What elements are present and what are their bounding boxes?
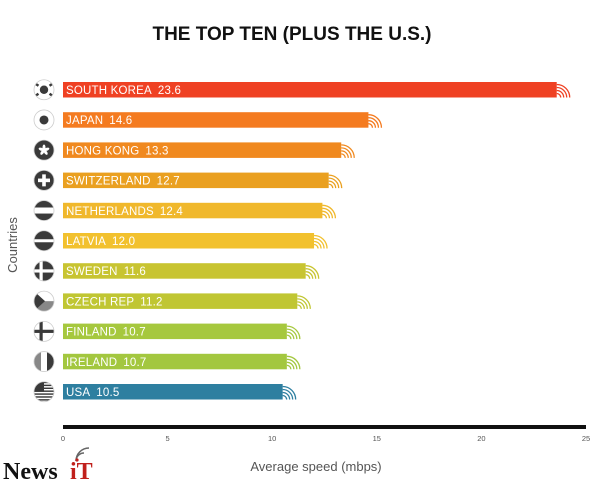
signal-icon [286,325,301,340]
signal-icon [556,83,571,98]
latvia-flag-icon [33,230,55,252]
category-label: SWITZERLAND [66,176,151,188]
netherlands-flag-icon [33,200,55,221]
x-tick-label: 10 [268,434,276,443]
bar-label: CZECH REP 11.2 [66,296,163,308]
y-axis-label: Countries [5,217,20,273]
x-axis-line [63,425,586,429]
usa-flag-icon [33,381,55,403]
value-label: 12.0 [112,236,135,248]
bar-label: LATVIA 12.0 [66,236,135,248]
bar [63,112,369,128]
signal-icon [282,385,297,400]
bar [63,172,329,189]
bar-row: SOUTH KOREA 23.6 [63,82,571,98]
bar-row: NETHERLANDS 12.4 [63,202,337,219]
x-axis-ticks: 0 5 10 15 20 25 [61,434,590,443]
bar-row: IRELAND 10.7 [63,353,301,370]
czech-republic-flag-icon [33,290,55,312]
bar-row: LATVIA 12.0 [63,233,328,249]
switzerland-flag-icon [33,169,55,191]
ireland-flag-icon [33,351,55,372]
bar-row: HONG KONG 13.3 [63,142,355,159]
bar-label: JAPAN 14.6 [66,115,132,127]
value-label: 13.3 [145,145,168,157]
logo-news-text: News [3,459,58,484]
signal-icon [313,234,328,249]
bars-layer: SOUTH KOREA 23.6 JAPAN 14.6 HONG KONG 13.3 SWI… [63,82,571,400]
bar [63,142,342,158]
category-label: USA [66,387,90,399]
bar [63,293,298,309]
signal-icon [286,355,301,370]
bar-row: FINLAND 10.7 [63,323,301,340]
category-label: IRELAND [66,357,117,369]
value-label: 11.2 [140,296,162,308]
signal-icon [305,265,320,279]
signal-icon [328,174,343,189]
bar-label: IRELAND 10.7 [66,357,146,369]
value-label: 11.6 [124,266,146,278]
value-label: 23.6 [158,85,181,97]
bar [63,263,306,279]
newsit-logo: News iT [3,447,93,484]
bar-label: USA 10.5 [66,387,119,399]
value-label: 10.7 [123,327,146,339]
x-tick-label: 0 [61,434,65,443]
japan-flag-icon [33,109,55,131]
logo-it-text: iT [70,459,93,484]
bar [63,384,283,400]
bar-row: CZECH REP 11.2 [63,293,311,310]
bar-label: SWEDEN 11.6 [66,266,146,278]
bar-label: SOUTH KOREA 23.6 [66,85,181,97]
value-label: 12.4 [160,206,184,218]
bar [63,323,287,340]
bar-label: FINLAND 10.7 [66,327,146,339]
signal-icon [322,204,337,219]
value-label: 14.6 [109,115,132,127]
south-korea-flag-icon [33,79,55,101]
signal-icon [297,295,311,310]
signal-icon [341,144,355,159]
value-label: 10.5 [96,387,119,399]
category-label: CZECH REP [66,296,134,308]
bar-label: NETHERLANDS 12.4 [66,206,183,218]
wifi-icon [75,447,90,462]
bar [63,82,557,98]
bar-row: JAPAN 14.6 [63,112,383,128]
value-label: 10.7 [123,357,146,369]
category-label: HONG KONG [66,145,139,157]
bar-label: SWITZERLAND 12.7 [66,176,180,188]
x-axis-label: Average speed (mbps) [250,459,381,474]
flags-layer [33,79,55,403]
bar-row: USA 10.5 [63,384,297,400]
category-label: SWEDEN [66,266,118,278]
bar [63,202,323,219]
bar-label: HONG KONG 13.3 [66,145,169,157]
chart-title: THE TOP TEN (PLUS THE U.S.) [152,24,431,45]
x-tick-label: 5 [166,434,170,443]
category-label: FINLAND [66,327,117,339]
value-label: 12.7 [157,176,180,188]
x-tick-label: 25 [582,434,590,443]
category-label: JAPAN [66,115,103,127]
sweden-flag-icon [33,260,55,282]
finland-flag-icon [33,320,55,342]
bar-row: SWEDEN 11.6 [63,263,320,279]
x-tick-label: 20 [477,434,485,443]
bar [63,233,315,249]
bar [63,353,287,370]
bar-row: SWITZERLAND 12.7 [63,172,343,189]
x-tick-label: 15 [373,434,381,443]
category-label: SOUTH KOREA [66,85,152,97]
category-label: LATVIA [66,236,106,248]
hong-kong-flag-icon [33,139,55,161]
signal-icon [368,114,383,128]
category-label: NETHERLANDS [66,206,154,218]
